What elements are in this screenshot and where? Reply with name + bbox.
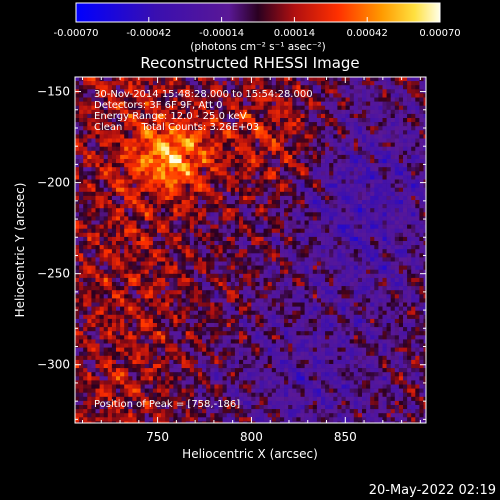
- colorbar-tick-label: 0.00070: [419, 28, 460, 39]
- x-axis-label: Heliocentric X (arcsec): [182, 447, 318, 461]
- y-tick-label: −300: [37, 358, 70, 372]
- colorbar-tick-label: 0.00014: [274, 28, 315, 39]
- colorbar-tick-label: -0.00042: [126, 28, 171, 39]
- x-tick-label: 750: [146, 430, 169, 444]
- annotation-counts: Clean Total Counts: 3.26E+03: [94, 122, 259, 133]
- peak-position-label: Position of Peak = [758,-186]: [94, 399, 240, 410]
- x-tick-label: 850: [334, 430, 357, 444]
- y-tick-label: −200: [37, 176, 70, 190]
- colorbar: [76, 3, 440, 22]
- colorbar-tick-label: -0.00070: [54, 28, 99, 39]
- annotation-detectors: Detectors: 3F 6F 9F, Att 0: [94, 100, 222, 111]
- chart-title: Reconstructed RHESSI Image: [140, 54, 359, 72]
- colorbar-unit-label: (photons cm⁻² s⁻¹ asec⁻²): [190, 41, 325, 53]
- annotation-energy-range: Energy Range: 12.0 - 25.0 keV: [94, 111, 247, 122]
- annotation-time-range: 30-Nov-2014 15:48:28.000 to 15:54:28.000: [94, 89, 313, 100]
- y-tick-label: −150: [37, 85, 70, 99]
- y-tick-label: −250: [37, 267, 70, 281]
- y-axis-label: Heliocentric Y (arcsec): [13, 183, 27, 318]
- colorbar-tick-label: -0.00014: [199, 28, 244, 39]
- colorbar-tick-label: 0.00042: [347, 28, 388, 39]
- footer-date: 20-May-2022 02:19: [369, 483, 496, 498]
- x-tick-label: 800: [240, 430, 263, 444]
